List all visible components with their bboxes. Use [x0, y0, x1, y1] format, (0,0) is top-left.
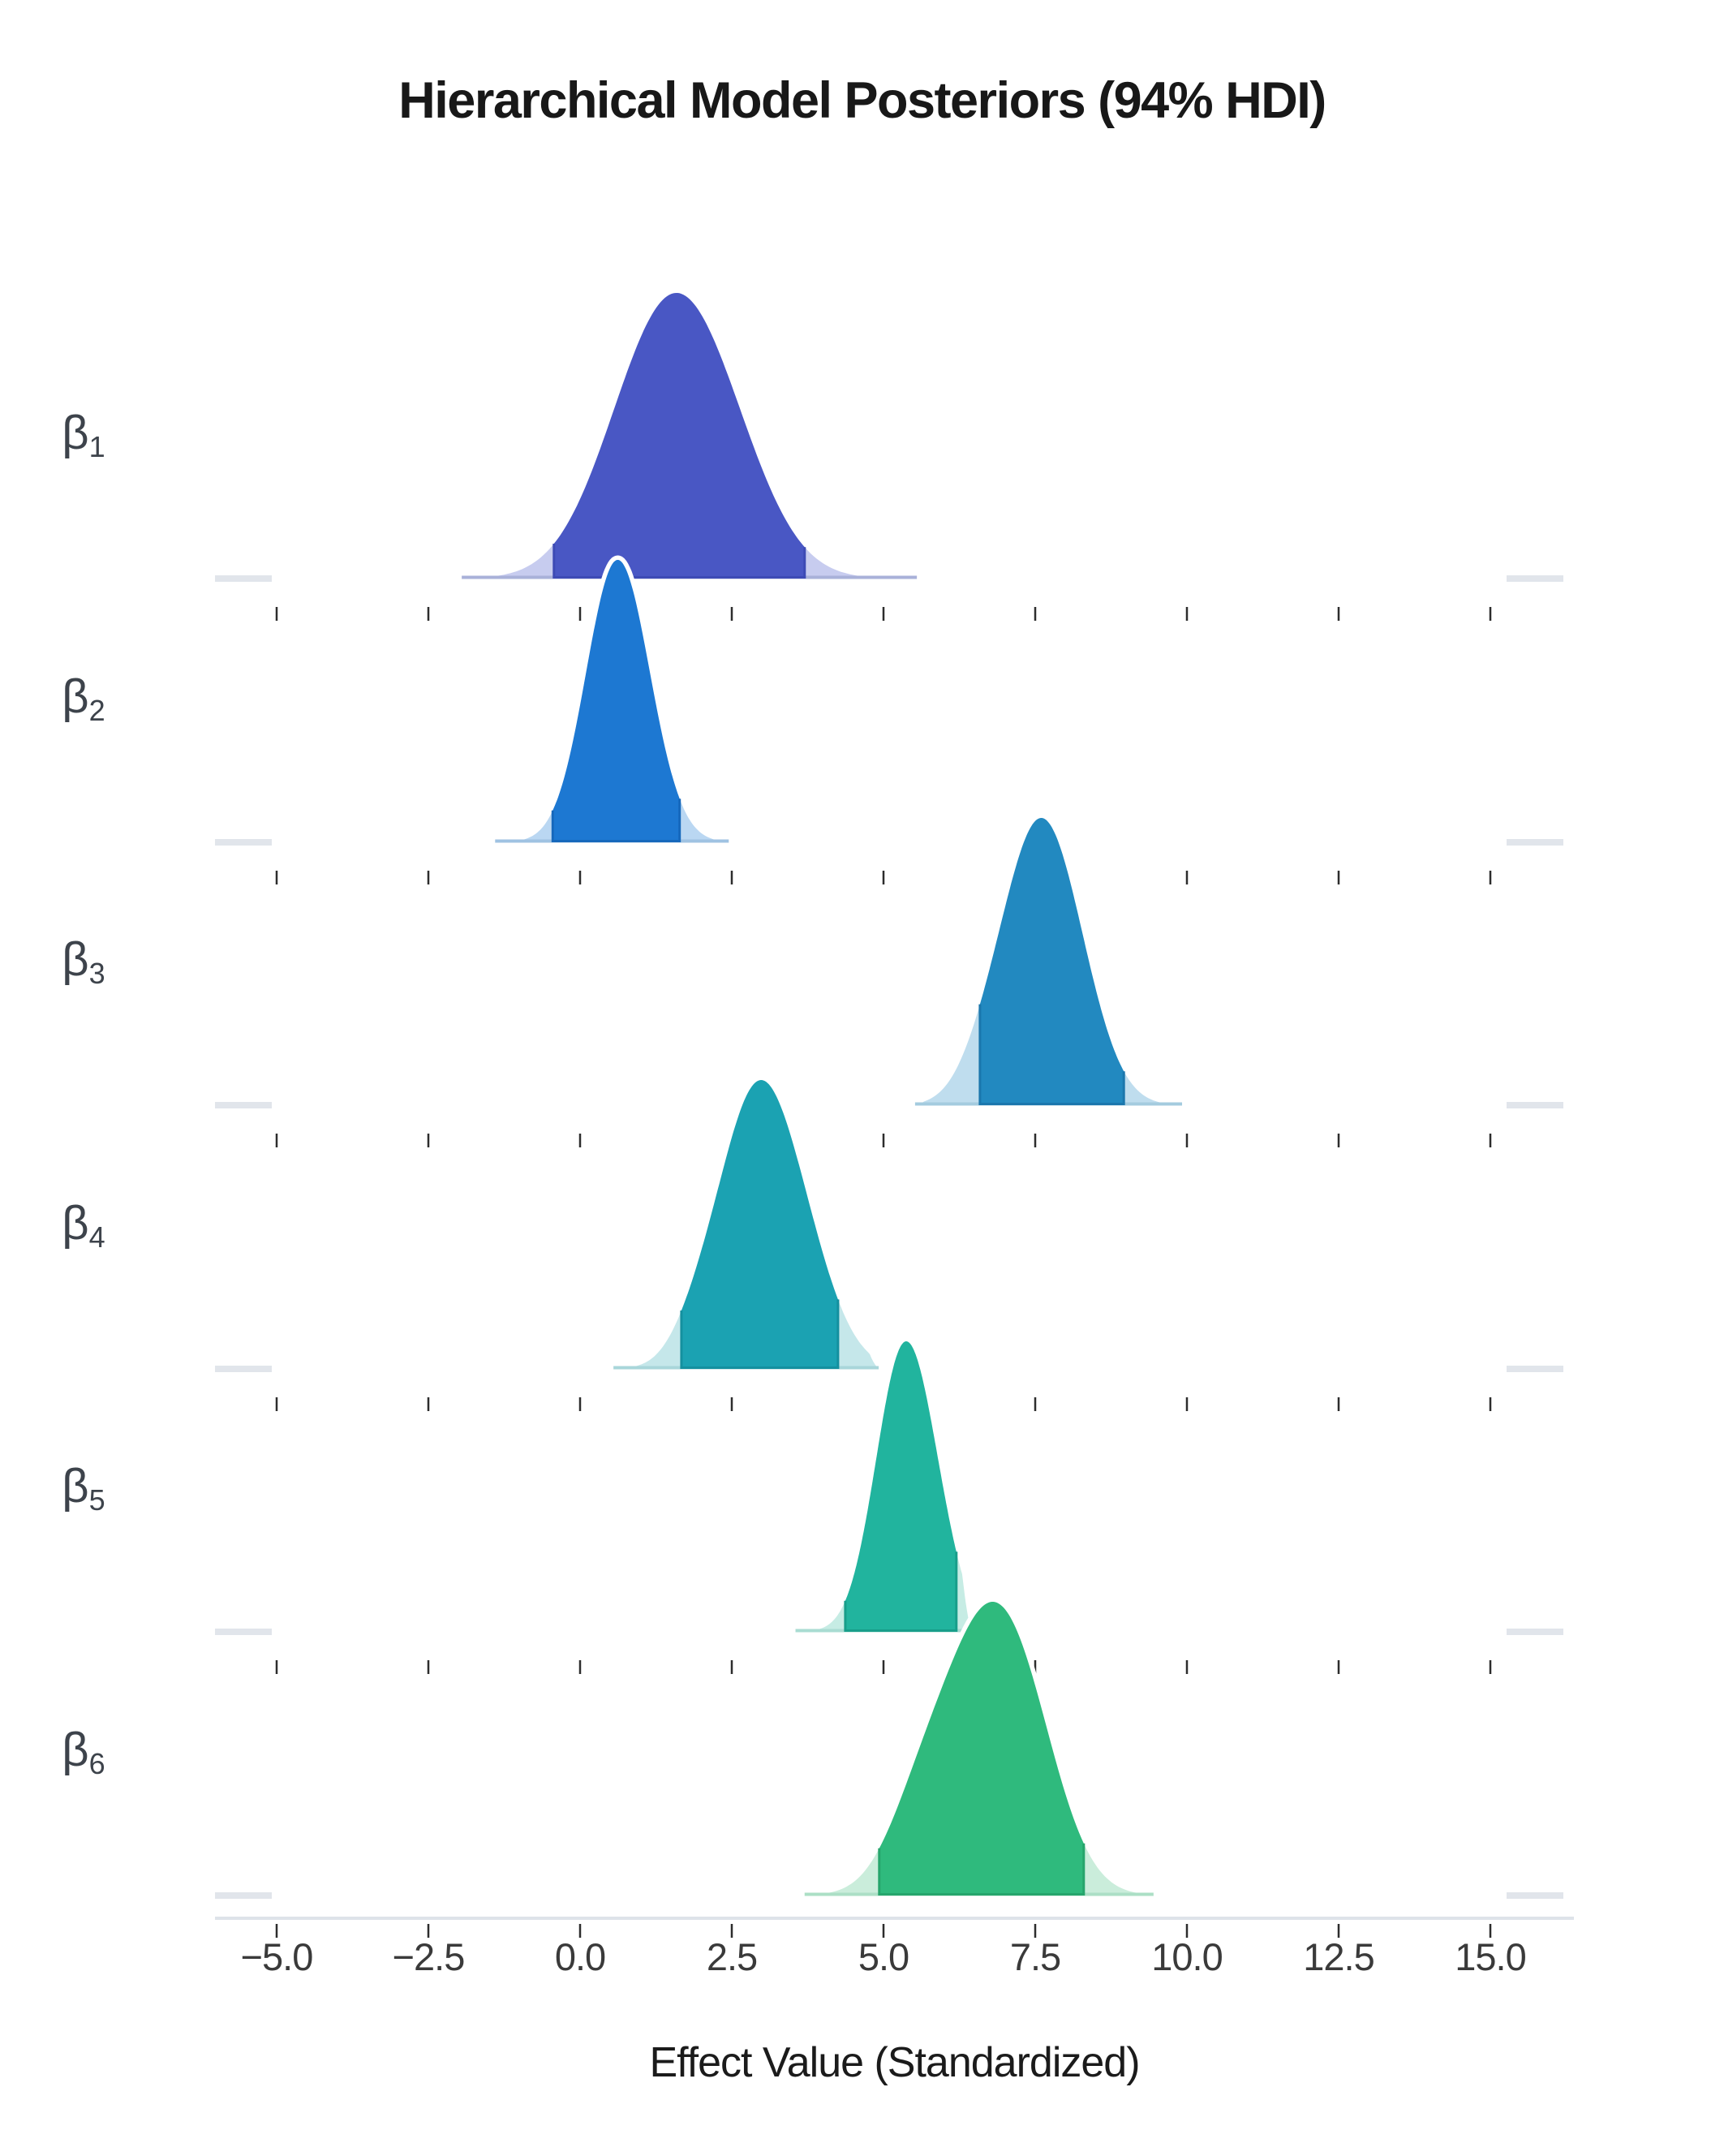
row-baseline-dash-left — [215, 1892, 272, 1899]
row-baseline-dash-left — [215, 839, 272, 846]
param-label: β3 — [62, 933, 105, 990]
x-axis-label: Effect Value (Standardized) — [649, 2039, 1140, 2086]
param-label: β2 — [62, 670, 105, 727]
hdi-edge — [978, 1004, 1125, 1105]
row-baseline-dash-right — [1507, 1366, 1563, 1372]
hdi-edge — [551, 798, 681, 842]
param-label: β4 — [62, 1197, 105, 1254]
x-axis-tick-label: 12.5 — [1303, 1935, 1374, 1978]
row-baseline-dash-right — [1507, 575, 1563, 582]
x-axis-tick-label: 5.0 — [858, 1935, 909, 1978]
x-axis-tick-label: 2.5 — [707, 1935, 757, 1978]
x-axis-tick-label: −5.0 — [241, 1935, 313, 1978]
row-baseline-dash-left — [215, 1102, 272, 1108]
hdi-region — [979, 818, 1124, 1105]
param-label: β6 — [62, 1724, 105, 1780]
chart-title: Hierarchical Model Posteriors (94% HDI) — [398, 72, 1326, 129]
row-baseline-dash-right — [1507, 1892, 1563, 1899]
hdi-region — [845, 1341, 957, 1632]
hdi-region — [552, 560, 680, 842]
hdi-edge — [552, 544, 806, 579]
x-axis-tick-label: 7.5 — [1010, 1935, 1060, 1978]
row-baseline-dash-right — [1507, 839, 1563, 846]
x-axis-tick-label: −2.5 — [393, 1935, 465, 1978]
x-axis-tick-label: 10.0 — [1151, 1935, 1222, 1978]
hdi-region — [681, 1080, 838, 1369]
x-axis-tick-label: 15.0 — [1455, 1935, 1525, 1978]
row-baseline-dash-left — [215, 1629, 272, 1635]
hdi-edge — [878, 1843, 1086, 1896]
row-baseline-dash-left — [215, 1366, 272, 1372]
param-label: β5 — [62, 1460, 105, 1517]
hdi-region — [553, 293, 805, 579]
param-label: β1 — [62, 407, 105, 463]
row-baseline-dash-right — [1507, 1102, 1563, 1108]
hdi-edge — [844, 1551, 958, 1632]
x-axis-tick-label: 0.0 — [555, 1935, 605, 1978]
row-baseline-dash-right — [1507, 1629, 1563, 1635]
hdi-region — [879, 1602, 1084, 1896]
hdi-edge — [680, 1299, 840, 1369]
row-baseline-dash-left — [215, 575, 272, 582]
